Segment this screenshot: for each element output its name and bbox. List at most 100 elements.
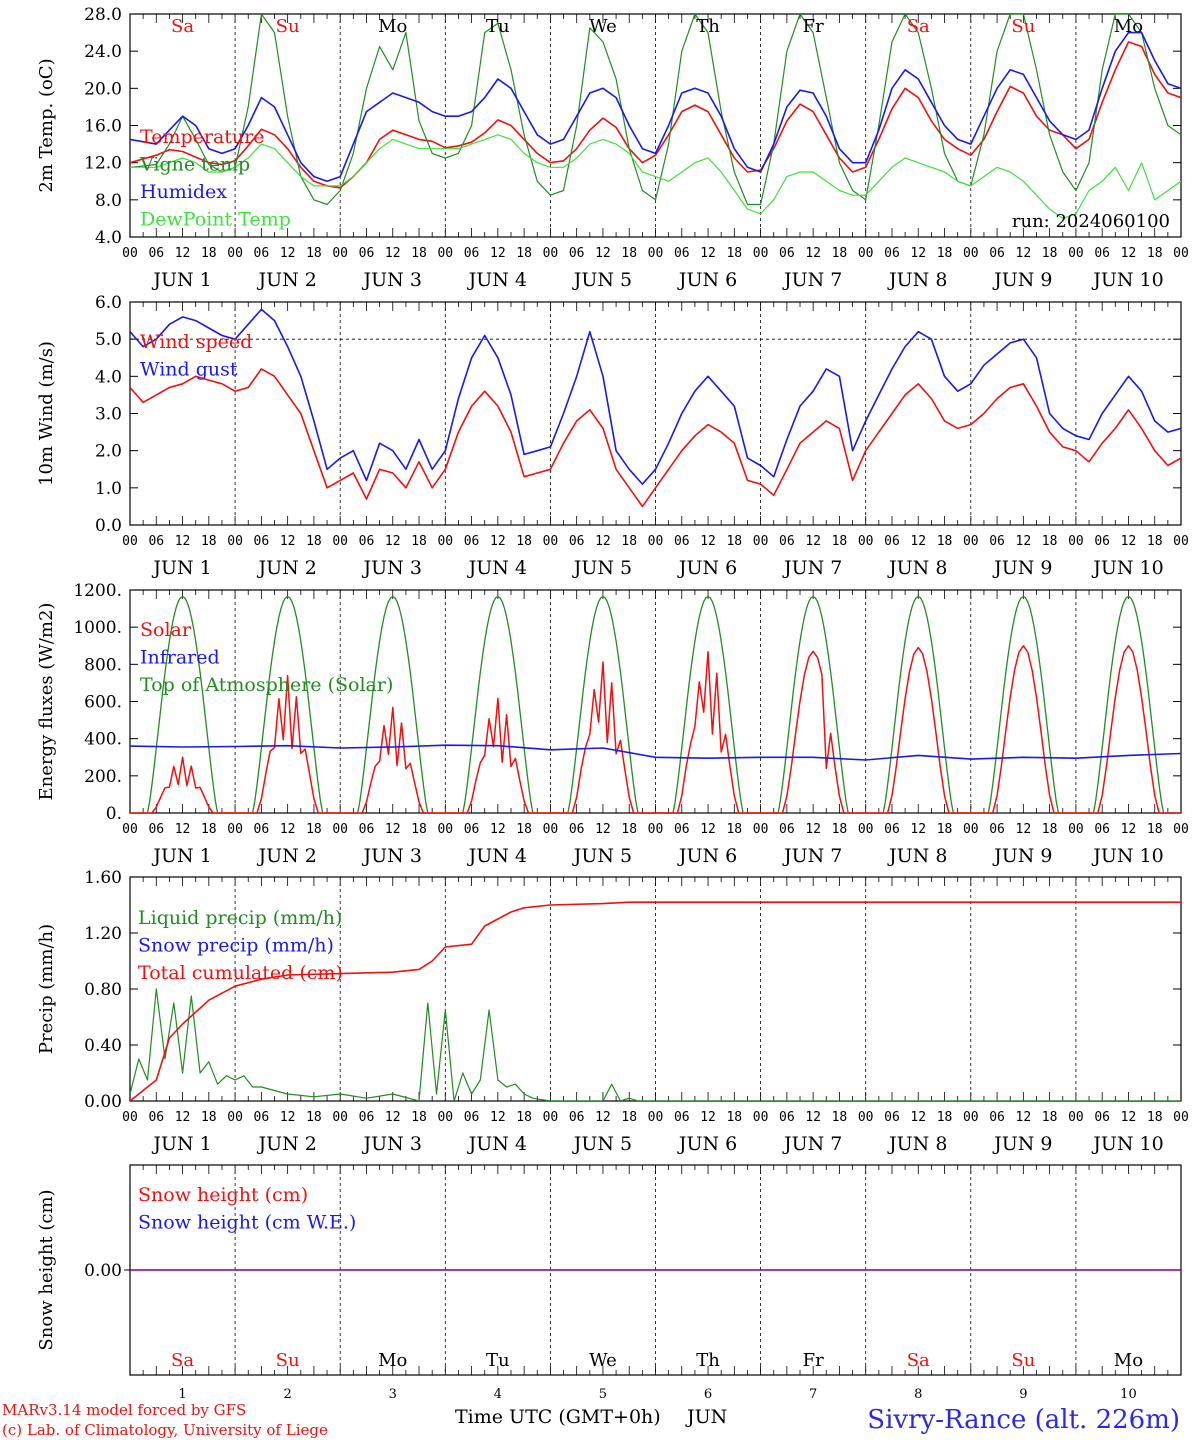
x-tick-label: 12	[805, 822, 821, 837]
x-tick-label: 12	[910, 1110, 926, 1125]
x-tick-label: 12	[595, 246, 611, 261]
date-label: JUN 8	[887, 845, 947, 867]
x-tick-label: 00	[753, 822, 769, 837]
x-tick-label: 12	[175, 1110, 191, 1125]
y-tick-label: 0.40	[84, 1036, 122, 1056]
x-tick-label: 00	[437, 822, 453, 837]
date-label: JUN 8	[887, 1133, 947, 1155]
day-number: 2	[284, 1387, 292, 1402]
x-tick-label: 06	[148, 246, 164, 261]
x-tick-label: 18	[937, 822, 953, 837]
y-tick-label: 600.	[84, 693, 122, 713]
y-tick-label: 400.	[84, 730, 122, 750]
x-tick-label: 00	[227, 534, 243, 549]
x-tick-label: 18	[621, 1110, 637, 1125]
y-axis-label: 10m Wind (m/s)	[36, 341, 57, 486]
x-tick-label: 18	[306, 534, 322, 549]
legend-entry: Liquid precip (mm/h)	[138, 907, 342, 929]
date-label: JUN 9	[992, 845, 1052, 867]
x-tick-label: 18	[726, 246, 742, 261]
x-tick-label: 06	[1094, 822, 1110, 837]
x-tick-label: 00	[963, 1110, 979, 1125]
x-tick-label: 18	[1147, 822, 1163, 837]
x-tick-label: 00	[753, 246, 769, 261]
date-label: JUN 2	[256, 845, 316, 867]
x-tick-label: 06	[359, 246, 375, 261]
x-tick-label: 06	[884, 1110, 900, 1125]
x-tick-label: 18	[1042, 246, 1058, 261]
series-solar	[130, 645, 1181, 813]
x-tick-label: 18	[726, 822, 742, 837]
date-label: JUN 7	[782, 557, 842, 579]
series-vigne-temp	[130, 14, 1181, 206]
y-tick-label: 16.0	[84, 117, 122, 137]
x-tick-label: 12	[700, 822, 716, 837]
weekday-label: Mo	[1114, 16, 1143, 37]
panel-temp: 4.0 8.0 12.0 16.0 20.0 24.0 28.0 2m Temp. (oC) 0…	[36, 5, 1189, 291]
weekday-label: Tu	[486, 1350, 510, 1371]
panel-wind: 0.0 1.0 2.0 3.0 4.0 5.0 6.0 10m Wind (m/s) 00 06 1…	[36, 293, 1189, 579]
legend-entry: Humidex	[140, 181, 227, 203]
series-infrared	[130, 744, 1181, 761]
x-tick-label: 00	[543, 246, 559, 261]
series-dewpoint-temp	[130, 134, 1181, 219]
x-tick-label: 18	[1042, 822, 1058, 837]
date-label: JUN 9	[992, 269, 1052, 291]
x-tick-label: 18	[832, 1110, 848, 1125]
x-tick-label: 06	[779, 822, 795, 837]
y-tick-label: 2.0	[95, 442, 122, 462]
x-tick-label: 00	[1068, 246, 1084, 261]
weekday-label: Su	[276, 16, 300, 37]
x-tick-label: 18	[516, 822, 532, 837]
weekday-label: Sa	[171, 16, 194, 37]
x-tick-label: 06	[464, 1110, 480, 1125]
x-tick-label: 18	[411, 534, 427, 549]
x-tick-label: 00	[227, 1110, 243, 1125]
date-label: JUN 2	[256, 269, 316, 291]
x-tick-label: 00	[227, 246, 243, 261]
x-tick-label: 12	[805, 534, 821, 549]
date-label: JUN 10	[1091, 269, 1163, 291]
x-tick-label: 00	[648, 246, 664, 261]
date-label: JUN 10	[1091, 845, 1163, 867]
footer-credit-lab: (c) Lab. of Climatology, University of L…	[2, 1421, 328, 1439]
x-tick-label: 18	[937, 534, 953, 549]
plot-area	[130, 14, 1181, 219]
y-tick-label: 6.0	[95, 293, 122, 313]
x-tick-label: 18	[832, 822, 848, 837]
x-tick-label: 06	[779, 534, 795, 549]
x-tick-label: 12	[805, 1110, 821, 1125]
x-tick-label: 12	[385, 1110, 401, 1125]
x-tick-label: 12	[490, 822, 506, 837]
plot-area	[130, 308, 1181, 508]
y-tick-label: 1.0	[95, 479, 122, 499]
legend-entry: Snow precip (mm/h)	[138, 935, 334, 957]
x-tick-label: 00	[1173, 534, 1189, 549]
x-tick-label: 18	[621, 246, 637, 261]
x-tick-label: 18	[306, 246, 322, 261]
x-tick-label: 06	[569, 246, 585, 261]
date-label: JUN 4	[467, 1133, 527, 1155]
x-tick-label: 18	[201, 1110, 217, 1125]
weekday-label: Fr	[803, 1350, 824, 1371]
date-label: JUN 3	[362, 269, 422, 291]
legend-entry: Temperature	[140, 126, 264, 148]
x-tick-label: 12	[490, 534, 506, 549]
x-tick-label: 06	[359, 1110, 375, 1125]
x-tick-label: 12	[280, 534, 296, 549]
x-tick-label: 18	[411, 822, 427, 837]
x-tick-label: 00	[437, 534, 453, 549]
legend-entry: Wind speed	[140, 331, 252, 353]
date-label: JUN 9	[992, 557, 1052, 579]
y-tick-label: 4.0	[95, 367, 122, 387]
x-tick-label: 06	[884, 534, 900, 549]
y-tick-label: 8.0	[95, 191, 122, 211]
weekday-label: Su	[1011, 16, 1035, 37]
x-tick-label: 00	[753, 534, 769, 549]
day-number: 1	[178, 1387, 186, 1402]
date-label: JUN 5	[572, 269, 632, 291]
date-label: JUN 5	[572, 557, 632, 579]
date-label: JUN 5	[572, 1133, 632, 1155]
x-tick-label: 06	[779, 246, 795, 261]
legend-entry: Infrared	[140, 647, 220, 669]
